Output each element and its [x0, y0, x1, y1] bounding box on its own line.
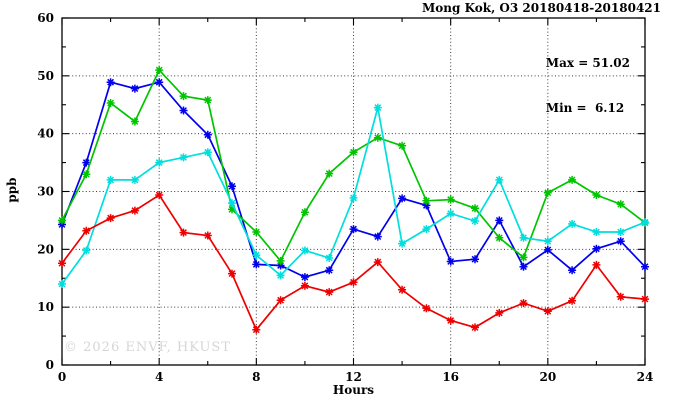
- svg-text:16: 16: [442, 370, 459, 384]
- svg-text:50: 50: [37, 69, 54, 83]
- chart-title: Mong Kok, O3 20180418-20180421: [422, 1, 661, 15]
- svg-text:40: 40: [37, 127, 54, 141]
- legend-max-value: Max = 51.02: [545, 56, 630, 70]
- svg-text:20: 20: [37, 242, 54, 256]
- legend-min-value: Min = 6.12: [545, 101, 625, 115]
- y-axis-label: ppb: [5, 177, 19, 203]
- svg-text:4: 4: [155, 370, 163, 384]
- svg-text:8: 8: [252, 370, 260, 384]
- svg-text:30: 30: [37, 185, 54, 199]
- watermark: © 2026 ENVF, HKUST: [64, 340, 231, 355]
- svg-text:24: 24: [637, 370, 654, 384]
- svg-text:0: 0: [46, 358, 54, 372]
- x-axis-label: Hours: [332, 383, 375, 397]
- legend-max-min: Max = 51.02 Min = 6.12: [546, 26, 630, 146]
- svg-text:10: 10: [37, 300, 54, 314]
- svg-text:0: 0: [58, 370, 66, 384]
- svg-text:12: 12: [345, 370, 362, 384]
- svg-text:60: 60: [37, 11, 54, 25]
- svg-text:20: 20: [539, 370, 556, 384]
